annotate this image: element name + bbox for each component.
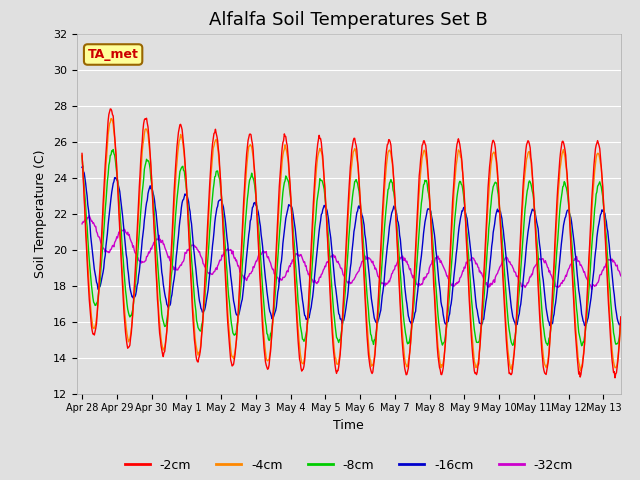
-4cm — [577, 368, 584, 373]
-2cm — [154, 306, 162, 312]
X-axis label: Time: Time — [333, 419, 364, 432]
-32cm — [465, 257, 473, 263]
-16cm — [617, 320, 625, 325]
-2cm — [308, 215, 316, 220]
-2cm — [106, 106, 114, 112]
-16cm — [154, 232, 162, 238]
Text: TA_met: TA_met — [88, 48, 138, 61]
-8cm — [308, 258, 316, 264]
-16cm — [79, 163, 86, 168]
-32cm — [78, 221, 86, 227]
-32cm — [588, 287, 596, 292]
-8cm — [465, 264, 473, 270]
Line: -8cm: -8cm — [82, 150, 621, 346]
-4cm — [107, 116, 115, 121]
-16cm — [329, 259, 337, 264]
-16cm — [81, 175, 89, 181]
-8cm — [154, 268, 162, 274]
-32cm — [81, 218, 88, 224]
Legend: -2cm, -4cm, -8cm, -16cm, -32cm: -2cm, -4cm, -8cm, -16cm, -32cm — [120, 454, 578, 477]
-4cm — [81, 191, 88, 196]
-4cm — [308, 227, 316, 233]
Y-axis label: Soil Temperature (C): Soil Temperature (C) — [35, 149, 47, 278]
-4cm — [617, 317, 625, 323]
-2cm — [617, 314, 625, 320]
-2cm — [479, 302, 486, 308]
-32cm — [617, 273, 625, 279]
-32cm — [85, 213, 93, 218]
-2cm — [78, 151, 86, 156]
-8cm — [479, 316, 486, 322]
-2cm — [611, 375, 619, 381]
-8cm — [109, 147, 117, 153]
-8cm — [329, 299, 337, 305]
-16cm — [465, 235, 473, 240]
-16cm — [78, 165, 86, 170]
-32cm — [479, 273, 486, 278]
-8cm — [78, 153, 86, 159]
-2cm — [81, 194, 88, 200]
Line: -16cm: -16cm — [82, 166, 621, 325]
-32cm — [154, 236, 162, 242]
-32cm — [329, 252, 337, 258]
-16cm — [308, 294, 316, 300]
-2cm — [465, 297, 473, 303]
-4cm — [78, 152, 86, 158]
-32cm — [308, 277, 316, 283]
Title: Alfalfa Soil Temperatures Set B: Alfalfa Soil Temperatures Set B — [209, 11, 488, 29]
-16cm — [581, 323, 589, 328]
-2cm — [329, 340, 337, 346]
-8cm — [617, 322, 625, 327]
-8cm — [81, 183, 88, 189]
Line: -4cm: -4cm — [82, 119, 621, 371]
-4cm — [154, 297, 162, 303]
Line: -2cm: -2cm — [82, 109, 621, 378]
Line: -32cm: -32cm — [82, 216, 621, 289]
-4cm — [479, 309, 486, 314]
-16cm — [479, 321, 486, 326]
-4cm — [465, 288, 473, 294]
-8cm — [578, 343, 586, 348]
-4cm — [329, 330, 337, 336]
